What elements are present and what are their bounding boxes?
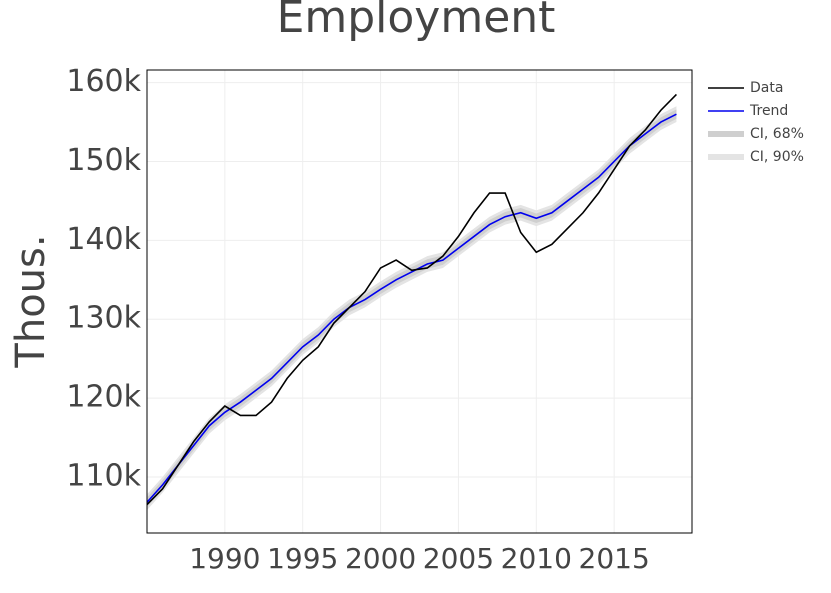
y-tick-label: 130k bbox=[66, 301, 141, 336]
y-tick-label: 120k bbox=[66, 380, 141, 415]
legend-label: CI, 68% bbox=[750, 126, 804, 142]
plot-frame bbox=[146, 69, 693, 534]
chart-title: Employment bbox=[277, 0, 556, 43]
x-tick-label: 2005 bbox=[423, 542, 494, 575]
y-tick-label: 140k bbox=[66, 222, 141, 257]
line bbox=[146, 93, 677, 506]
y-tick-label: 160k bbox=[66, 64, 141, 99]
ci-band bbox=[147, 109, 677, 507]
x-tick-label: 1995 bbox=[267, 542, 338, 575]
ci-band bbox=[147, 106, 677, 511]
y-tick-label: 110k bbox=[66, 458, 141, 493]
x-tick-label: 2000 bbox=[345, 542, 416, 575]
legend-label: CI, 90% bbox=[750, 149, 804, 165]
legend-label: Data bbox=[750, 80, 783, 96]
legend-label: Trend bbox=[749, 103, 788, 119]
x-tick-label: 2015 bbox=[579, 542, 650, 575]
y-axis-title: Thous. bbox=[8, 234, 54, 368]
line bbox=[146, 113, 677, 503]
x-tick-label: 2010 bbox=[501, 542, 572, 575]
y-tick-label: 150k bbox=[66, 143, 141, 178]
x-tick-label: 1990 bbox=[189, 542, 260, 575]
